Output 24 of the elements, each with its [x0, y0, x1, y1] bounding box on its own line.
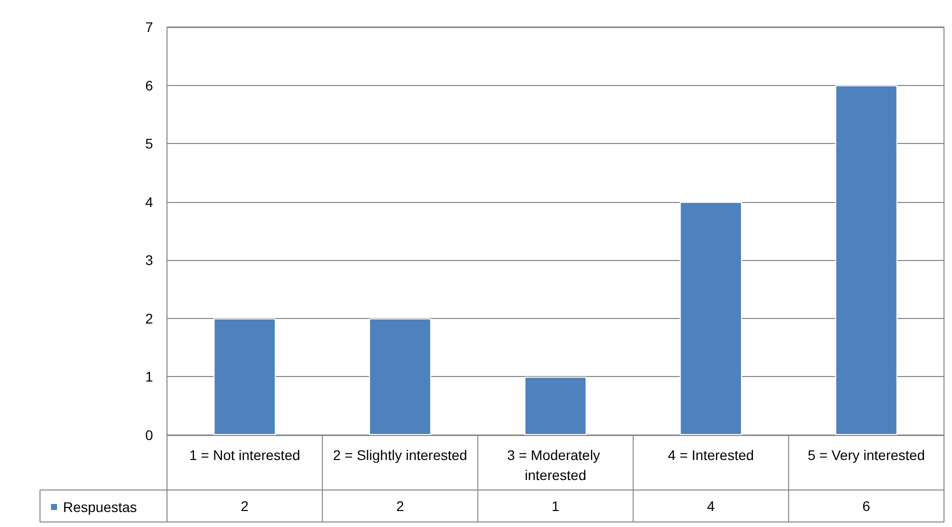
x-tick-label: 2 = Slightly interested: [332, 447, 468, 463]
x-tick-label: 1 = Not interested: [189, 447, 300, 463]
y-tick-label: 6: [145, 77, 154, 94]
data-label: 6: [862, 498, 870, 514]
y-tick-label: 7: [145, 19, 154, 35]
bar: [369, 318, 432, 435]
data-label: 1: [552, 498, 560, 514]
data-label: 2: [240, 498, 249, 514]
y-tick-label: 5: [145, 136, 154, 152]
bar: [214, 318, 276, 435]
y-tick-label: 0: [145, 427, 154, 443]
y-tick-label: 3: [145, 252, 154, 268]
legend-label: Respuestas: [63, 499, 137, 515]
data-label: 2: [396, 498, 404, 514]
x-tick-label: 5 = Very interested: [808, 447, 925, 463]
bar: [524, 376, 587, 435]
bar: [680, 202, 742, 435]
x-tick-label: 4 = Interested: [668, 447, 754, 463]
y-tick-label: 2: [145, 310, 154, 326]
x-tick-label: 3 = Moderately interested: [507, 447, 604, 483]
data-label: 4: [707, 498, 715, 514]
y-tick-label: 4: [145, 194, 154, 210]
y-tick-label: 1: [145, 368, 154, 385]
bar: [835, 85, 898, 435]
